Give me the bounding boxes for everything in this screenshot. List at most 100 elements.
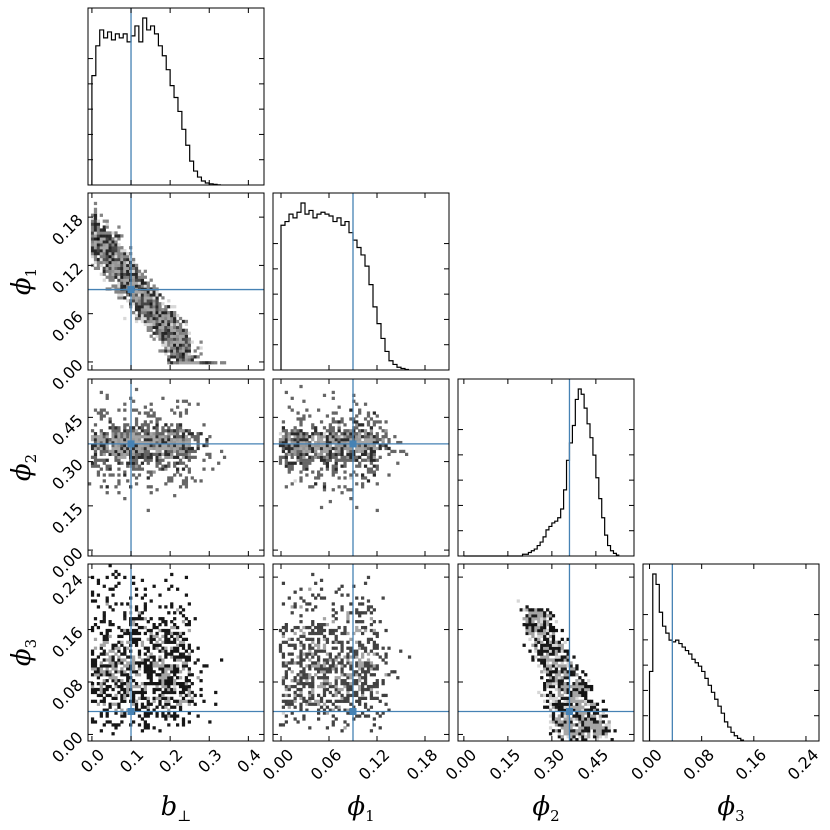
- density-cell: [369, 417, 374, 421]
- density-cell: [293, 690, 297, 695]
- density-cell: [355, 438, 359, 442]
- density-cell: [158, 311, 162, 315]
- density-cell: [358, 455, 362, 459]
- density-cell: [537, 614, 541, 618]
- density-cell: [551, 631, 556, 636]
- density-cell: [578, 717, 582, 721]
- density-cell: [181, 667, 186, 671]
- density-cell: [146, 461, 150, 465]
- density-cell: [117, 275, 121, 279]
- x-axis-label-phi1: ϕ1: [347, 792, 374, 825]
- x-tick-label: 0.08: [679, 745, 718, 784]
- density-cell: [592, 732, 597, 736]
- density-cell: [334, 690, 338, 695]
- density-cell: [149, 440, 153, 445]
- density-cell: [146, 452, 150, 456]
- density-cell: [120, 682, 124, 686]
- density-cell: [90, 690, 95, 695]
- density-cell: [331, 602, 335, 606]
- density-cell: [158, 637, 162, 641]
- density-cell: [126, 684, 130, 689]
- density-cell: [299, 449, 303, 454]
- density-cell: [173, 334, 177, 338]
- density-cell: [349, 664, 353, 668]
- density-cell: [114, 679, 118, 683]
- density-cell: [105, 640, 109, 644]
- density-cell: [143, 299, 147, 303]
- density-cell: [349, 682, 353, 686]
- density-cell: [178, 331, 183, 335]
- density-cell: [123, 263, 127, 268]
- density-cell: [575, 684, 579, 689]
- density-cell: [99, 257, 103, 262]
- density-cell: [299, 384, 303, 389]
- density-cell: [205, 438, 209, 442]
- density-cell: [96, 673, 101, 677]
- density-cell: [199, 693, 203, 698]
- density-cell: [317, 432, 321, 436]
- density-cell: [305, 655, 309, 659]
- density-cell: [111, 246, 115, 250]
- density-cell: [322, 690, 327, 695]
- density-cell: [199, 687, 203, 692]
- density-cell: [290, 711, 294, 715]
- density-cell: [178, 334, 183, 338]
- density-cell: [123, 252, 127, 256]
- density-cell: [578, 729, 582, 733]
- density-cell: [587, 723, 591, 727]
- density-cell: [161, 452, 165, 456]
- density-cell: [187, 699, 191, 703]
- density-cell: [299, 438, 303, 442]
- density-cell: [305, 676, 309, 680]
- density-cell: [375, 646, 379, 650]
- density-cell: [590, 708, 594, 712]
- density-cell: [325, 667, 330, 671]
- density-cell: [281, 581, 286, 585]
- density-cell: [96, 257, 101, 262]
- density-cell: [149, 446, 153, 451]
- density-cell: [540, 640, 544, 644]
- density-cell: [543, 643, 547, 647]
- density-cell: [152, 658, 156, 662]
- density-cell: [96, 605, 101, 609]
- density-cell: [317, 667, 321, 671]
- density-cell: [319, 682, 324, 686]
- density-cell: [108, 237, 112, 241]
- density-cell: [299, 461, 303, 465]
- density-cell: [190, 358, 194, 362]
- density-cell: [184, 331, 189, 335]
- density-cell: [302, 455, 306, 459]
- density-cell: [96, 458, 101, 462]
- density-cell: [114, 682, 118, 686]
- density-cell: [184, 355, 189, 359]
- density-cell: [149, 664, 153, 668]
- density-cell: [352, 435, 356, 439]
- density-cell: [193, 449, 197, 454]
- density-cell: [543, 637, 547, 641]
- density-cell: [93, 246, 98, 250]
- density-cell: [293, 625, 297, 630]
- density-cell: [170, 605, 174, 609]
- density-cell: [170, 443, 174, 448]
- density-cell: [164, 628, 168, 633]
- density-cell: [349, 473, 353, 477]
- density-cell: [137, 435, 142, 439]
- density-cell: [563, 696, 567, 700]
- density-cell: [557, 679, 561, 683]
- density-cell: [372, 628, 376, 633]
- density-cell: [155, 443, 159, 448]
- density-cell: [134, 628, 139, 633]
- density-cell: [117, 243, 121, 247]
- density-cell: [96, 667, 101, 671]
- density-cell: [132, 617, 136, 621]
- density-cell: [311, 684, 315, 689]
- density-cell: [149, 452, 153, 456]
- density-cell: [158, 693, 162, 698]
- density-cell: [178, 328, 183, 332]
- density-cell: [105, 575, 109, 580]
- density-cell: [284, 435, 288, 439]
- density-cell: [325, 676, 330, 680]
- density-cell: [99, 438, 103, 442]
- density-cell: [137, 432, 142, 436]
- density-cell: [143, 605, 147, 609]
